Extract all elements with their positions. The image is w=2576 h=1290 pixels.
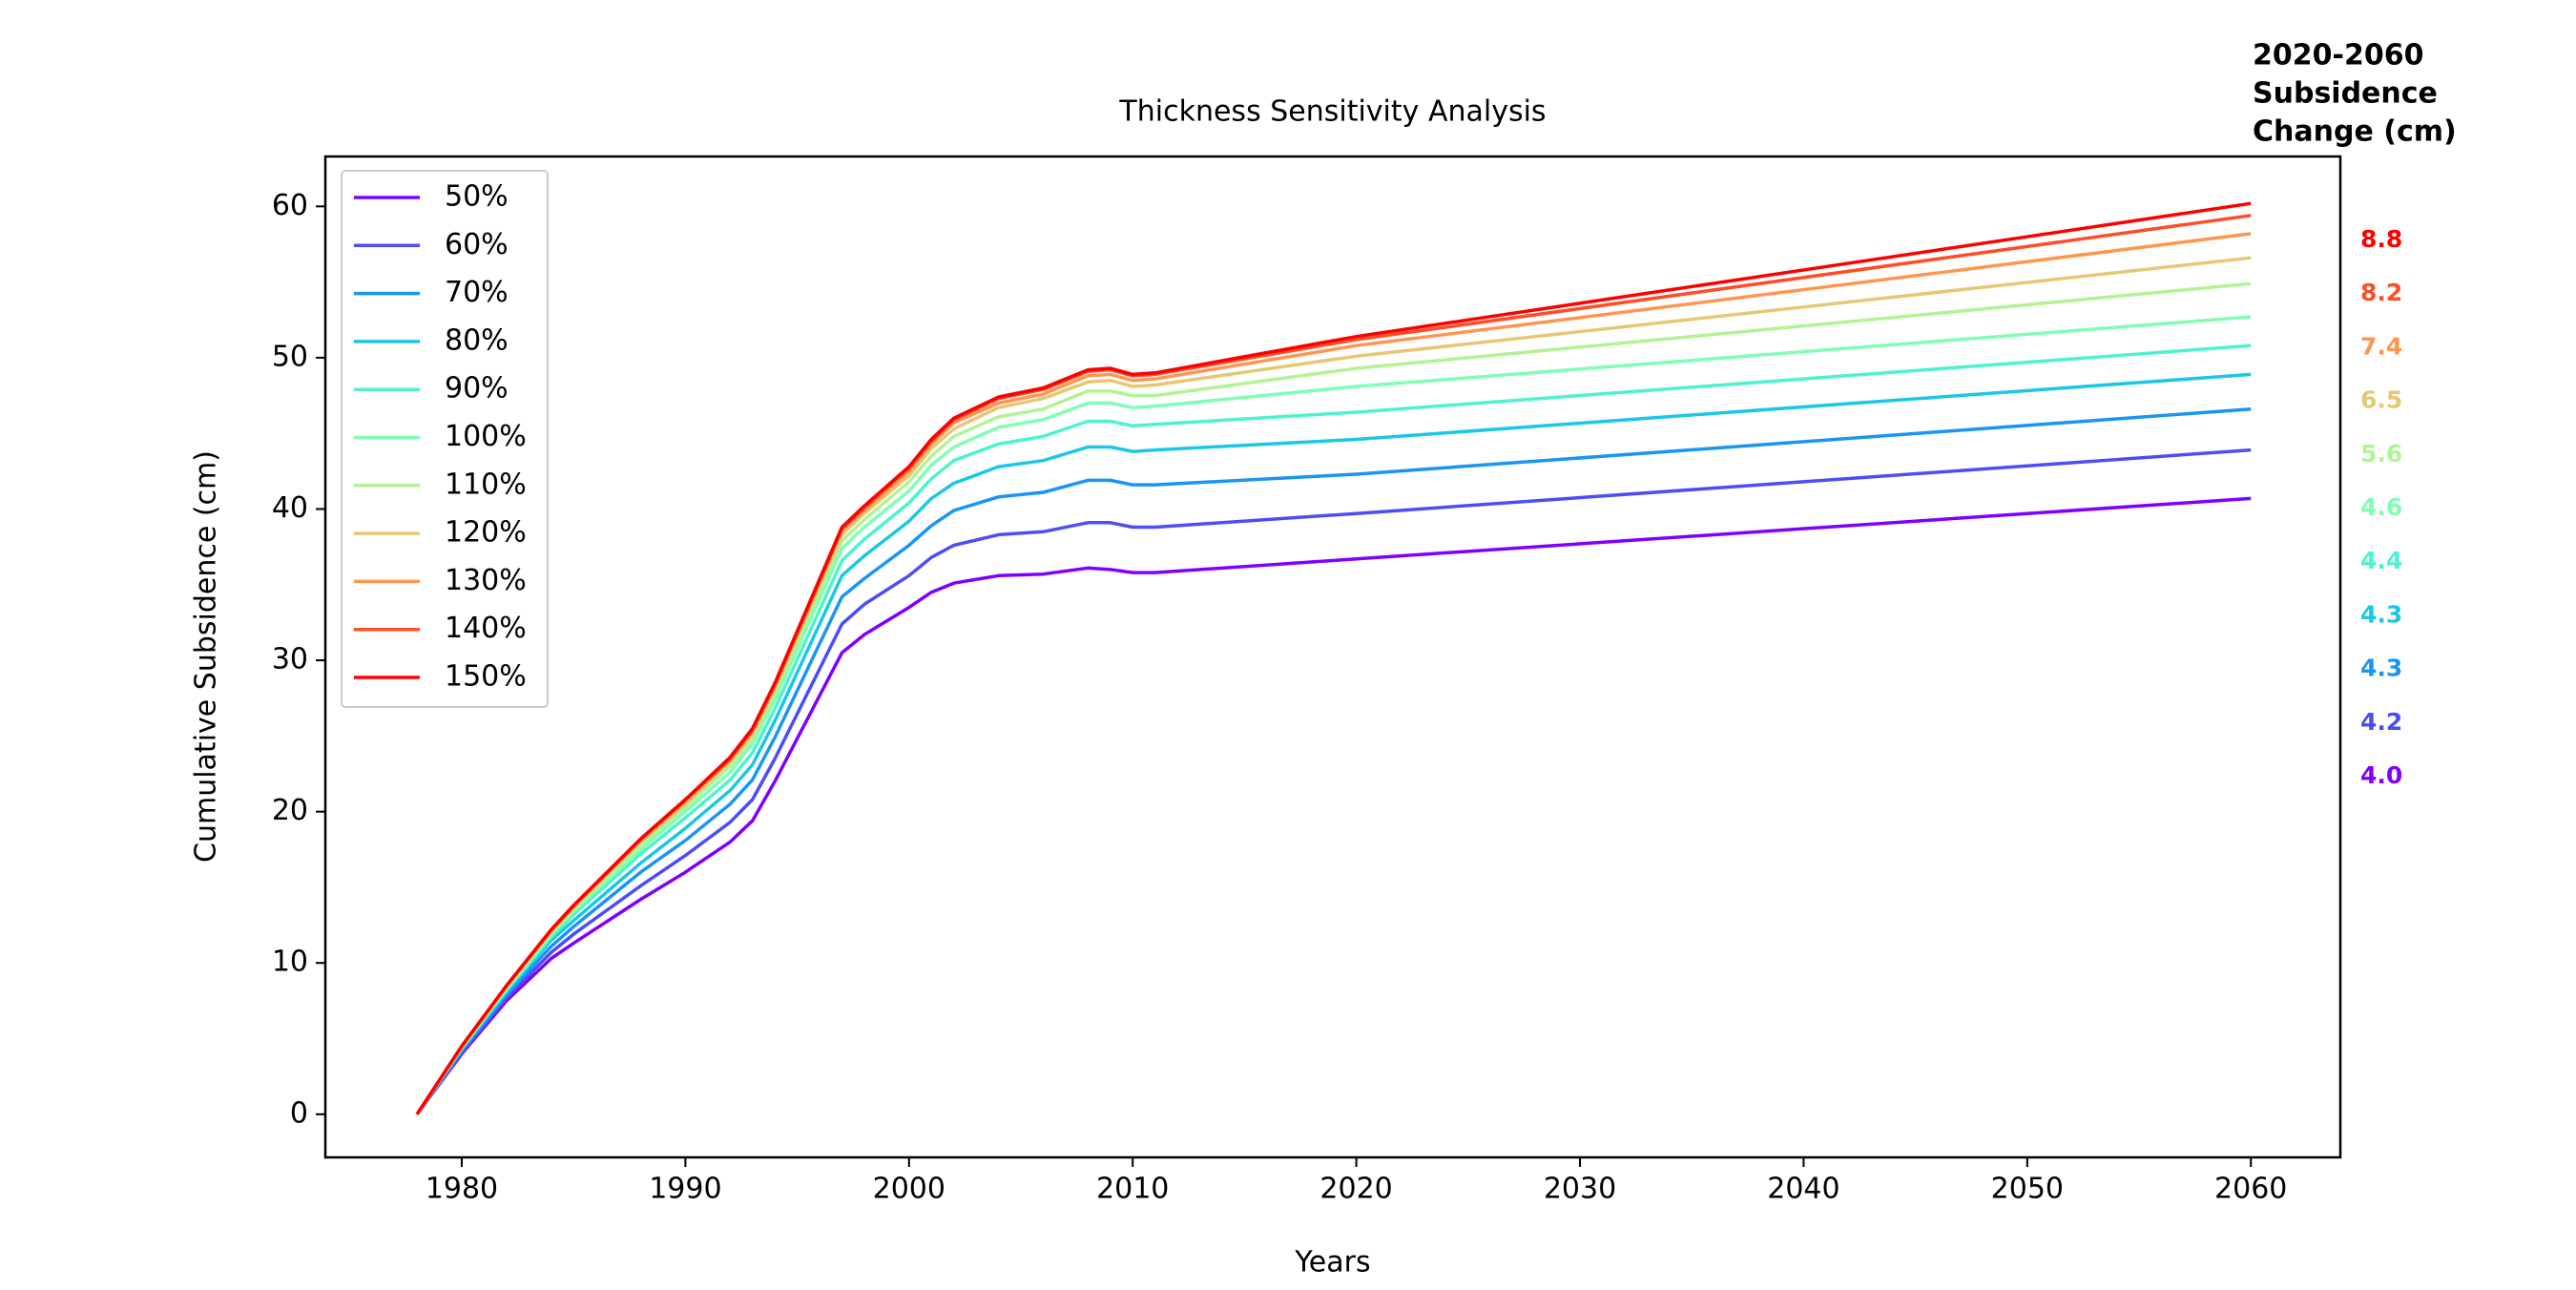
legend-label: 80% — [445, 323, 509, 357]
x-tick-label: 1990 — [649, 1173, 721, 1206]
x-tick-label: 2050 — [1991, 1173, 2064, 1206]
x-tick-label: 2040 — [1767, 1173, 1839, 1206]
y-tick-label: 30 — [272, 643, 308, 676]
legend-label: 130% — [445, 564, 527, 597]
x-tick-label: 2000 — [873, 1173, 945, 1206]
legend-label: 150% — [445, 660, 527, 694]
change-label: 4.3 — [2360, 600, 2402, 628]
series-line — [415, 281, 2252, 1115]
change-label: 7.4 — [2360, 332, 2402, 360]
change-label: 4.4 — [2360, 547, 2402, 574]
change-label: 4.2 — [2360, 708, 2402, 736]
y-tick-label: 40 — [272, 491, 308, 525]
legend-label: 140% — [445, 612, 527, 645]
y-tick-label: 10 — [272, 946, 308, 979]
x-tick-label: 2020 — [1319, 1173, 1392, 1206]
series-line — [415, 447, 2252, 1115]
change-label: 6.5 — [2360, 386, 2402, 414]
x-axis-label: Years — [1294, 1246, 1370, 1280]
x-tick-label: 2010 — [1096, 1173, 1169, 1206]
y-tick-label: 60 — [272, 189, 308, 222]
series-line — [415, 407, 2252, 1115]
annotation-title: Subsidence — [2253, 77, 2438, 111]
y-tick-label: 20 — [272, 794, 308, 827]
x-tick-label: 2030 — [1544, 1173, 1616, 1206]
annotation-title: Change (cm) — [2253, 115, 2457, 149]
legend-box — [341, 170, 549, 708]
annotation-title: 2020-2060 — [2253, 39, 2423, 73]
legend-label: 120% — [445, 516, 527, 550]
series-line — [415, 343, 2252, 1115]
change-label: 8.8 — [2360, 225, 2402, 253]
y-tick-label: 0 — [290, 1096, 308, 1130]
series-line — [415, 372, 2252, 1115]
legend-label: 110% — [445, 468, 527, 501]
series-line — [415, 201, 2252, 1115]
x-tick-label: 1980 — [426, 1173, 498, 1206]
legend-label: 70% — [445, 276, 509, 309]
series-line — [415, 496, 2252, 1115]
x-tick-label: 2060 — [2214, 1173, 2287, 1206]
y-tick-label: 50 — [272, 340, 308, 373]
change-label: 4.3 — [2360, 655, 2402, 682]
change-label: 8.2 — [2360, 279, 2402, 306]
change-label: 4.6 — [2360, 493, 2402, 521]
legend-label: 60% — [445, 228, 509, 261]
change-label: 4.0 — [2360, 761, 2402, 789]
chart-title: Thickness Sensitivity Analysis — [1118, 95, 1546, 129]
y-axis-label: Cumulative Subsidence (cm) — [190, 450, 223, 863]
legend-label: 100% — [445, 420, 527, 453]
legend-label: 50% — [445, 180, 509, 214]
plot-frame — [323, 155, 2342, 1159]
legend-label: 90% — [445, 372, 509, 406]
change-label: 5.6 — [2360, 440, 2402, 468]
